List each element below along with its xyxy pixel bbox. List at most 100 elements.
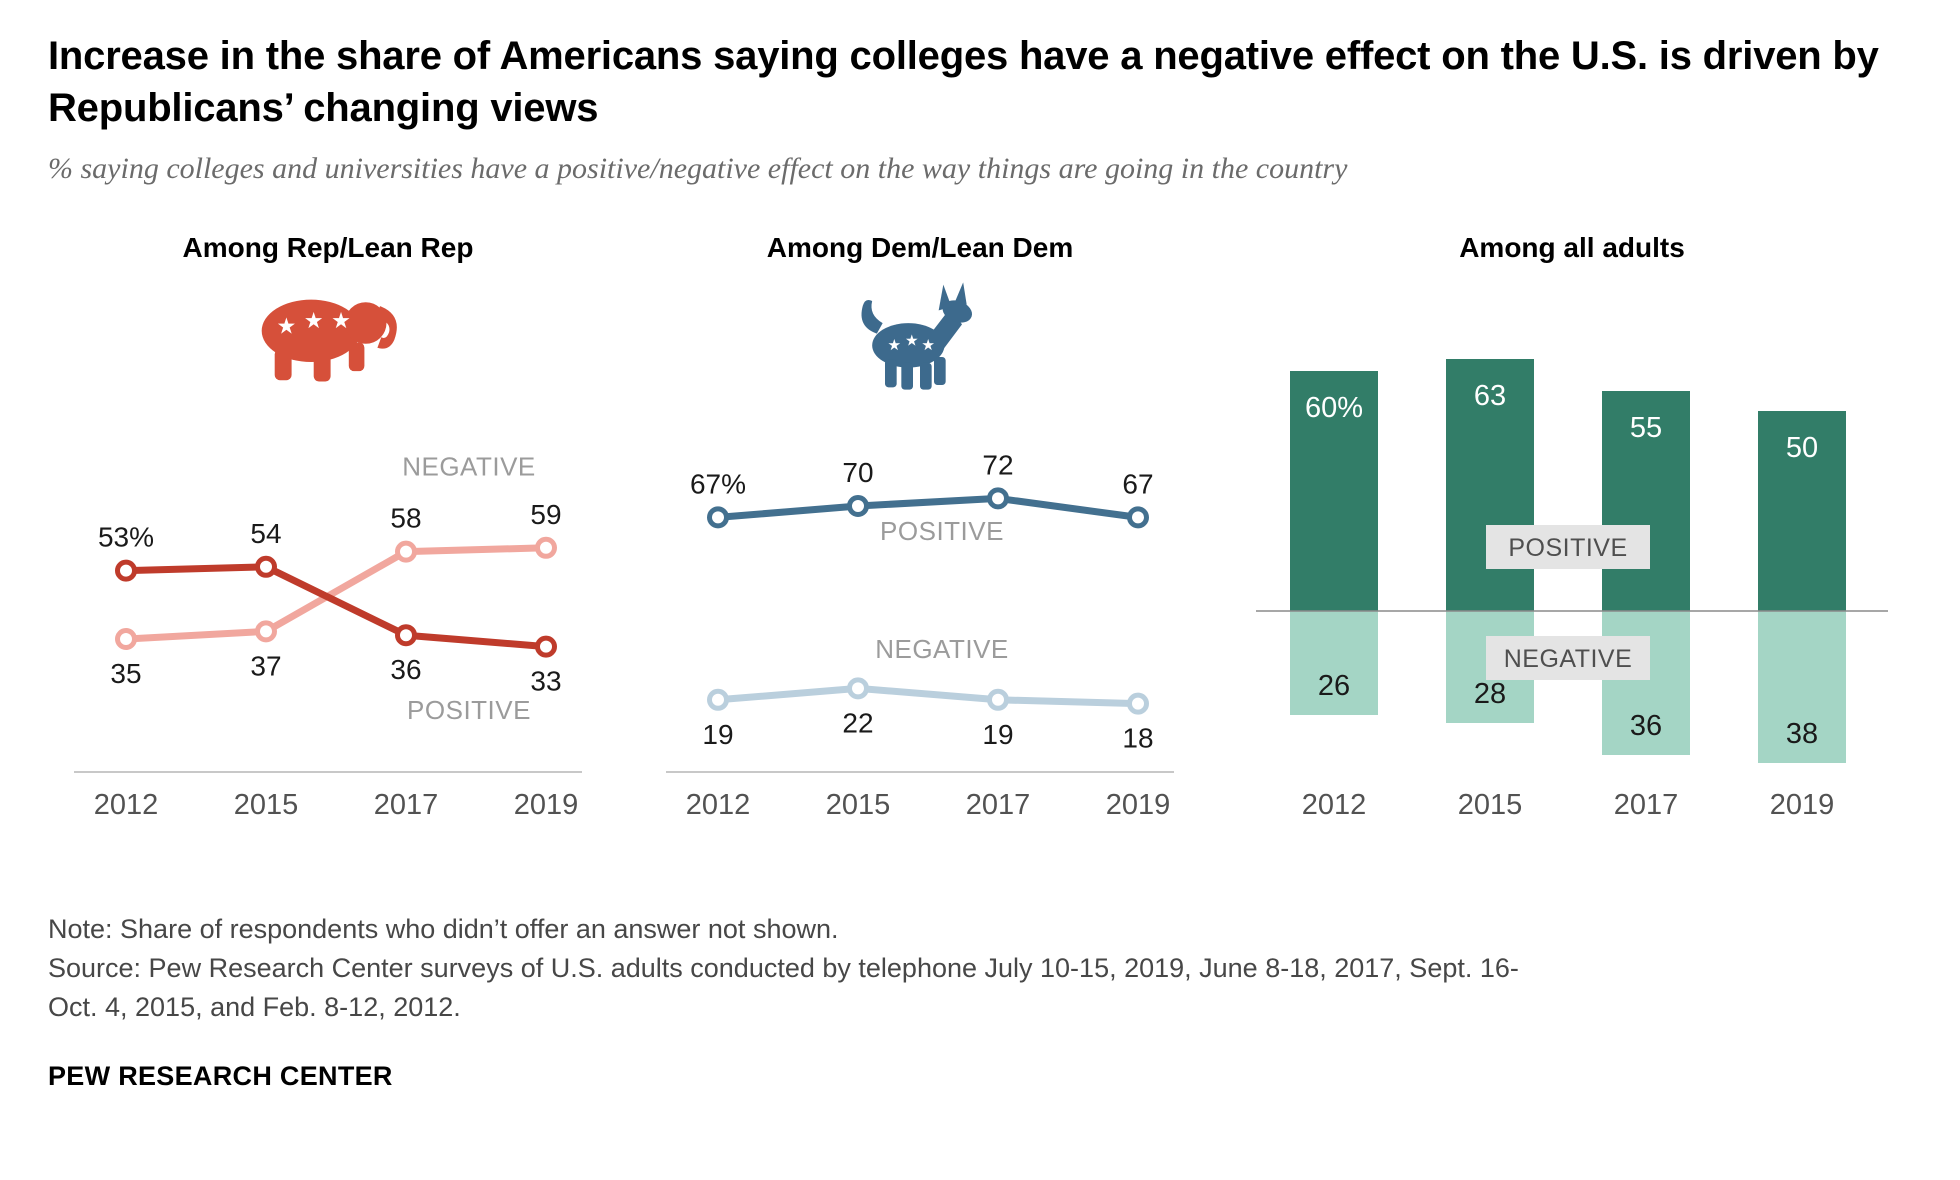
data-point-positive [1127, 506, 1149, 529]
year-label: 2017 [1614, 789, 1679, 821]
svg-text:★: ★ [905, 331, 919, 349]
annotation-box [1486, 636, 1650, 680]
dem-trend-line-chart: 67% 70 72 67 19 22 19 18 POSITIVE NEGATIVE 2012 201… [666, 449, 1174, 821]
data-point-positive [535, 635, 557, 658]
data-point-negative [987, 688, 1009, 711]
rep-trend-line-chart: 53% 54 36 33 35 37 58 59 NEGATIVE POSITIVE 2012 201… [74, 452, 582, 821]
series-line-negative [714, 684, 1142, 708]
value-label: 54 [250, 518, 281, 549]
bar-positive [1290, 371, 1378, 611]
series-line-positive [122, 563, 550, 651]
value-label: 18 [1122, 723, 1153, 754]
data-point-positive [255, 555, 277, 578]
panel-all-adults: Among all adults 60% 63 55 50 26 28 36 38 POSITI… [1232, 232, 1912, 832]
note-text: Note: Share of respondents who didn’t of… [48, 914, 839, 944]
value-label: 19 [982, 719, 1013, 750]
donkey-shape [861, 282, 973, 390]
data-point-positive [395, 624, 417, 647]
source-text: Source: Pew Research Center surveys of U… [48, 953, 1519, 1023]
value-label: 72 [982, 449, 1013, 480]
panel-title-all-adults: Among all adults [1459, 232, 1685, 263]
year-label: 2019 [1106, 789, 1171, 821]
panel-dem-lean-dem: Among Dem/Lean Dem [625, 232, 1215, 832]
year-label: 2012 [686, 789, 751, 821]
value-label: 33 [530, 666, 561, 697]
year-label: 2015 [826, 789, 891, 821]
donkey-stars: ★ ★ ★ [888, 331, 935, 354]
year-label: 2017 [374, 789, 439, 821]
all-adults-bar-chart: 60% 63 55 50 26 28 36 38 POSITIVE NEGATIVE 2012 201… [1256, 359, 1888, 821]
year-label: 2012 [1302, 789, 1367, 821]
brand-footer: PEW RESEARCH CENTER [48, 1061, 393, 1092]
year-label: 2019 [514, 789, 579, 821]
footnotes: Note: Share of respondents who didn’t of… [48, 910, 1568, 1027]
data-point-positive [707, 506, 729, 529]
bar-annotation-label: POSITIVE [1508, 534, 1627, 562]
elephant-graphic: ★ ★ ★ [261, 299, 397, 382]
charts-row: Among Rep/Lean Rep ★ ★ ★ [48, 232, 1912, 832]
year-label: 2017 [966, 789, 1031, 821]
elephant-shape [261, 299, 397, 382]
bar-value-label: 63 [1474, 380, 1506, 412]
panel-title-dem: Among Dem/Lean Dem [766, 232, 1074, 263]
bar-value-label: 60% [1305, 392, 1363, 424]
page-title: Increase in the share of Americans sayin… [48, 34, 1879, 130]
value-label: 37 [250, 650, 281, 681]
value-label: 67% [690, 468, 746, 499]
republican-elephant-icon: ★ ★ ★ [242, 270, 414, 402]
series-line-negative [122, 544, 550, 643]
data-point-positive [847, 495, 869, 517]
bar-annotation-label: NEGATIVE [1504, 645, 1633, 673]
year-label: 2019 [1770, 789, 1835, 821]
value-label: 53% [98, 522, 154, 553]
elephant-stars: ★ ★ ★ [277, 308, 351, 339]
data-point-negative [707, 688, 729, 711]
value-label: 67 [1122, 468, 1153, 499]
data-point-negative [847, 677, 869, 700]
bar-value-label: 55 [1630, 412, 1662, 444]
bar-negative [1602, 611, 1690, 755]
value-label: 36 [390, 654, 421, 685]
svg-text:★: ★ [277, 313, 297, 339]
data-point-negative [1127, 692, 1149, 715]
donkey-graphic: ★ ★ ★ [861, 282, 973, 390]
value-label: 59 [530, 499, 561, 530]
data-point-negative [395, 540, 417, 563]
value-label: 35 [110, 658, 141, 689]
annotation-box [1486, 525, 1650, 569]
series-annotation: NEGATIVE [875, 634, 1009, 664]
bar-value-label: 26 [1318, 670, 1350, 702]
bar-value-label: 50 [1786, 432, 1818, 464]
page-subtitle: % saying colleges and universities have … [48, 152, 1348, 185]
value-label: 58 [390, 503, 421, 534]
svg-text:★: ★ [304, 308, 324, 334]
svg-text:★: ★ [921, 336, 935, 354]
data-point-positive [987, 487, 1009, 510]
svg-text:★: ★ [331, 308, 351, 334]
bar-value-label: 36 [1630, 710, 1662, 742]
bar-value-label: 28 [1474, 678, 1506, 710]
bar-negative [1290, 611, 1378, 715]
panel-rep-lean-rep: Among Rep/Lean Rep ★ ★ ★ [48, 232, 608, 832]
democrat-donkey-icon: ★ ★ ★ [850, 270, 990, 402]
series-annotation: POSITIVE [407, 695, 531, 725]
data-point-negative [255, 620, 277, 643]
report-graphic: Increase in the share of Americans sayin… [48, 30, 1912, 1092]
bar-positive [1602, 391, 1690, 611]
year-label: 2012 [94, 789, 159, 821]
data-point-negative [535, 536, 557, 559]
year-label: 2015 [1458, 789, 1523, 821]
data-point-negative [115, 628, 137, 650]
panel-title-rep: Among Rep/Lean Rep [182, 232, 474, 263]
value-label: 70 [842, 457, 873, 488]
bar-negative [1758, 611, 1846, 763]
data-point-positive [115, 559, 137, 582]
year-label: 2015 [234, 789, 299, 821]
series-annotation: POSITIVE [880, 516, 1004, 546]
bar-value-label: 38 [1786, 718, 1818, 750]
series-line-positive [714, 494, 1142, 521]
bar-positive [1758, 411, 1846, 611]
series-annotation: NEGATIVE [402, 452, 536, 482]
value-label: 22 [842, 707, 873, 738]
value-label: 19 [702, 719, 733, 750]
